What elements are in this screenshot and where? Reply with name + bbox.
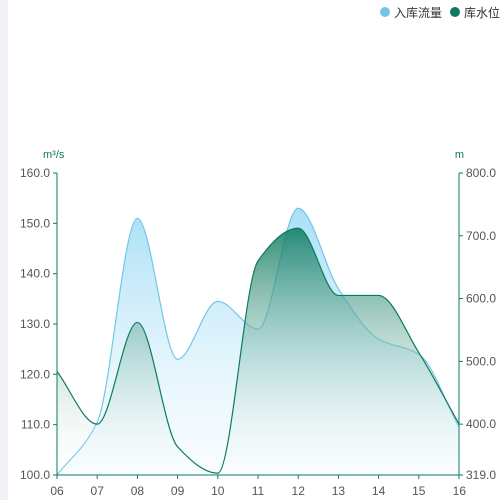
x-tick-label: 11: [252, 484, 265, 498]
y-left-tick-label: 100.0: [20, 468, 50, 482]
chart-legend: 入库流量 库水位: [379, 4, 500, 21]
x-tick-label: 13: [332, 484, 346, 498]
legend-label-water-level: 库水位: [463, 5, 500, 20]
x-tick-label: 06: [50, 484, 64, 498]
y-left-tick-label: 130.0: [20, 317, 50, 331]
legend-marker-inflow: [379, 7, 390, 17]
x-tick-label: 16: [453, 484, 467, 498]
x-tick-label: 15: [412, 484, 426, 498]
series-line-water-level: [56, 227, 460, 474]
axes: [53, 172, 463, 479]
y-right-tick-label: 400.0: [466, 417, 496, 431]
y-right-unit: m: [455, 149, 464, 161]
x-tick-label: 07: [91, 484, 105, 498]
series-areas: [56, 207, 460, 476]
axis-labels: 100.0 110.0 120.0 130.0 140.0 150.0 160.0 319.0…: [20, 149, 496, 498]
y-left-unit: m³/s: [43, 149, 65, 161]
legend-item-inflow[interactable]: 入库流量: [379, 4, 442, 21]
y-right-tick-label: 700.0: [466, 229, 496, 243]
legend-marker-water-level: [449, 7, 460, 17]
x-tick-label: 10: [211, 484, 225, 498]
legend-item-water-level[interactable]: 库水位: [449, 4, 500, 21]
y-left-tick-label: 150.0: [20, 216, 50, 230]
y-right-tick-label: 500.0: [466, 354, 496, 368]
legend-label-inflow: 入库流量: [393, 5, 442, 20]
y-left-tick-label: 140.0: [20, 267, 50, 281]
y-right-tick-label: 600.0: [466, 292, 496, 306]
x-tick-label: 14: [372, 484, 386, 498]
x-tick-label: 09: [171, 484, 185, 498]
y-left-tick-label: 120.0: [20, 367, 50, 381]
y-left-tick-label: 160.0: [20, 166, 50, 180]
y-left-tick-label: 110.0: [21, 418, 50, 432]
x-tick-label: 12: [292, 484, 306, 498]
x-tick-label: 08: [131, 484, 145, 498]
y-right-tick-label: 319.0: [466, 468, 496, 482]
y-right-tick-label: 800.0: [466, 166, 496, 180]
area-fill-water-level: [57, 228, 459, 475]
left-panel-edge: [0, 0, 8, 500]
